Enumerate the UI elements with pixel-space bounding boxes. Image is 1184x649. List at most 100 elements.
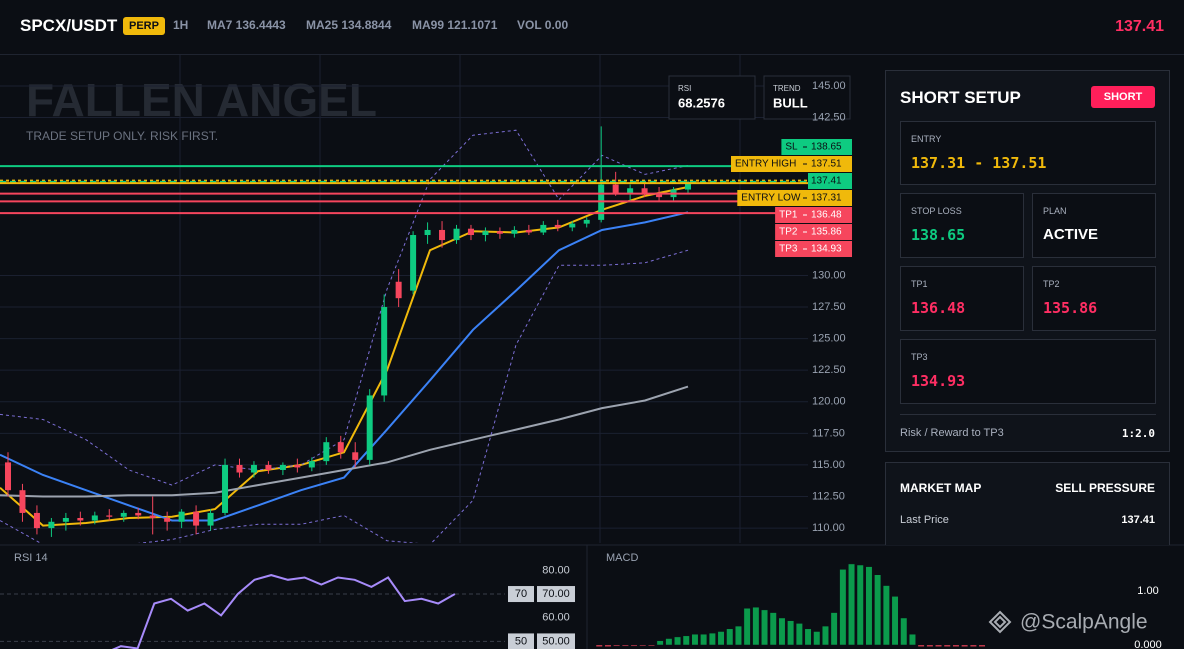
level-tag: [775, 207, 808, 223]
indicator-line: [0, 129, 689, 486]
y-tick-box: [537, 633, 575, 649]
candle-body: [627, 188, 634, 194]
candle-body: [308, 461, 315, 468]
level-value: 134.93: [811, 244, 842, 255]
macd-bar: [839, 569, 847, 646]
macd-bar: [978, 644, 986, 647]
watermark: @ScalpAngle: [1020, 611, 1148, 634]
entry-value: 137.31 - 137.51: [911, 154, 1047, 172]
macd-bar: [630, 644, 638, 647]
candle-body: [540, 224, 547, 233]
level-name: ENTRY LOW: [741, 193, 801, 204]
macd-bar: [682, 635, 690, 646]
interval[interactable]: 1H: [173, 18, 189, 32]
vertical-grid: [179, 55, 741, 543]
level-value: 137.41: [811, 176, 842, 187]
rsi-box-value: 68.2576: [678, 95, 725, 110]
candle-body: [381, 307, 388, 396]
y-tick-label: 1.00: [1137, 585, 1158, 597]
level-value: 137.31: [811, 193, 842, 204]
candle-body: [91, 515, 98, 521]
macd-bar: [813, 631, 821, 646]
macd-bar: [708, 632, 716, 646]
macd-bar: [647, 644, 655, 647]
market-map: MARKET MAP SELL PRESSURE Last Price 137.…: [885, 462, 1170, 545]
macd-bar: [848, 563, 856, 646]
candle-body: [569, 223, 576, 228]
stop-loss-label: STOP LOSS: [911, 206, 962, 216]
candle-body: [511, 229, 518, 234]
candle-body: [656, 194, 663, 198]
macd-bar: [778, 617, 786, 646]
y-tick-label: 127.50: [812, 301, 846, 313]
y-tick-label: 145.00: [812, 80, 846, 92]
setup-panel: SHORT SETUP SHORT ENTRY 137.31 - 137.51 …: [885, 70, 1170, 452]
candle-body: [19, 490, 26, 513]
stop-loss-card: STOP LOSS 138.65: [900, 193, 1024, 258]
candle-body: [250, 464, 257, 473]
level-value: 138.65: [811, 142, 842, 153]
tp1-card: TP1 136.48: [900, 266, 1024, 331]
macd-bar: [908, 633, 916, 646]
candle-body: [106, 515, 113, 517]
macd-bar: [726, 628, 734, 646]
candle-body: [583, 219, 590, 224]
macd-bar: [613, 644, 621, 647]
tp3-card: TP3 134.93: [900, 339, 1156, 404]
macd-bar: [743, 607, 751, 646]
tp3-label: TP3: [911, 352, 928, 362]
y-tick-label: 122.50: [812, 364, 846, 376]
candle-body: [164, 517, 171, 522]
risk-reward-label: Risk / Reward to TP3: [900, 427, 1004, 439]
y-tick-label: 80.00: [542, 564, 570, 576]
trend-box-label: TREND: [773, 84, 801, 93]
direction-badge: SHORT: [1091, 86, 1155, 108]
rsi-level-tag: [508, 586, 534, 603]
candle-body: [366, 395, 373, 460]
level-name: ENTRY HIGH: [735, 159, 796, 170]
level-tag: [781, 139, 808, 155]
macd-bar: [700, 633, 708, 646]
stop-loss-value: 138.65: [911, 226, 966, 244]
macd-bar: [900, 617, 908, 646]
candle-body: [467, 228, 474, 236]
candle-body: [525, 229, 532, 233]
candle-body: [135, 512, 142, 516]
candle-body: [222, 464, 229, 513]
macd-bar: [865, 566, 873, 646]
candle-body: [279, 464, 286, 470]
macd-bar: [830, 612, 838, 646]
y-tick-label: 112.50: [812, 490, 845, 502]
candle-body: [149, 515, 156, 518]
candle-body: [352, 452, 359, 460]
candle-body: [424, 229, 431, 236]
candle-body: [236, 464, 243, 473]
macd-bar: [752, 606, 760, 646]
candle-body: [496, 231, 503, 234]
macd-bar: [935, 644, 943, 647]
badge: PERP: [123, 17, 165, 35]
level-name: TP2: [779, 227, 798, 238]
level-tag: [737, 190, 808, 206]
indicator-line: [0, 385, 689, 498]
level-name: TP1: [779, 210, 798, 221]
level-value-box: [808, 139, 852, 155]
y-tick-label: 50.00: [542, 635, 570, 647]
y-tick-label: 0.000: [1134, 639, 1162, 649]
level-tag: [775, 241, 808, 257]
macd-bar: [943, 644, 951, 647]
macd-bar: [621, 644, 629, 647]
candle-body: [323, 442, 330, 462]
macd-bar: [717, 631, 725, 646]
level-value-box: [808, 224, 852, 240]
candle-body: [48, 521, 55, 529]
candle-body: [439, 229, 446, 241]
macd-bar: [821, 625, 829, 646]
macd-bar: [674, 636, 682, 646]
level-value-box: [808, 173, 852, 189]
subtitle: TRADE SETUP ONLY. RISK FIRST.: [26, 129, 218, 143]
macd-bar: [952, 644, 960, 647]
level-name: TP3: [779, 244, 798, 255]
y-tick-label: 110.00: [812, 522, 845, 534]
